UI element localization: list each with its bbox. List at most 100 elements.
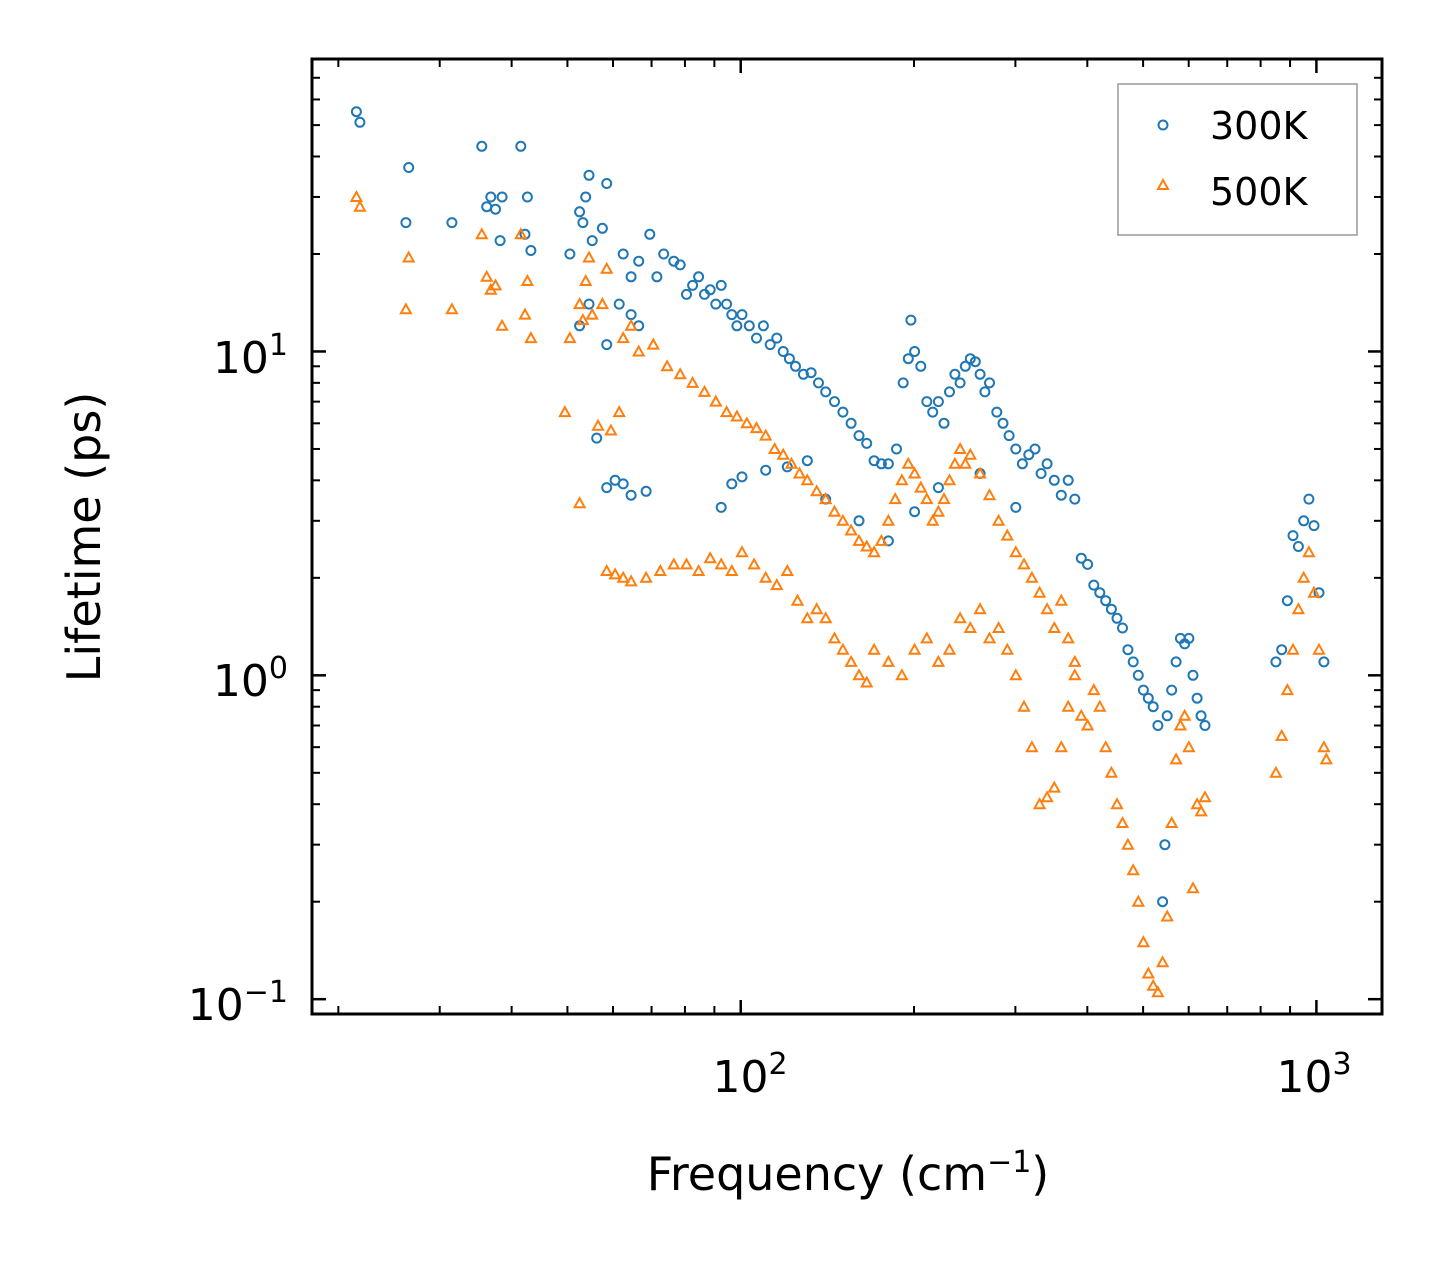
data-point-500k bbox=[524, 331, 538, 344]
data-point-500k bbox=[399, 302, 413, 315]
legend-marker-500k bbox=[1156, 177, 1170, 190]
data-point-500k bbox=[585, 307, 599, 320]
data-point-500k bbox=[1009, 668, 1023, 681]
data-point-500k bbox=[730, 409, 744, 422]
data-point-300k bbox=[625, 489, 637, 501]
data-point-300k bbox=[715, 501, 727, 513]
data-point-500k bbox=[819, 611, 833, 624]
data-point-300k bbox=[790, 360, 801, 372]
data-point-500k bbox=[1093, 699, 1107, 712]
data-point-300k bbox=[640, 485, 652, 497]
data-point-300k bbox=[591, 432, 603, 444]
data-point-500k bbox=[697, 384, 712, 397]
data-point-500k bbox=[1155, 955, 1170, 968]
data-point-500k bbox=[776, 447, 790, 460]
data-point-300k bbox=[1048, 474, 1060, 486]
data-point-300k bbox=[574, 206, 586, 218]
data-point-500k bbox=[1280, 683, 1295, 696]
data-point-500k bbox=[888, 492, 902, 505]
data-point-300k bbox=[715, 279, 727, 291]
data-point-500k bbox=[667, 557, 681, 570]
data-point-500k bbox=[679, 557, 694, 570]
data-point-300k bbox=[801, 455, 813, 467]
data-point-300k bbox=[1003, 430, 1015, 442]
data-point-500k bbox=[579, 273, 593, 286]
data-point-500k bbox=[1141, 966, 1155, 979]
data-point-300k bbox=[613, 298, 625, 310]
data-point-500k bbox=[836, 513, 850, 526]
data-point-300k bbox=[1303, 493, 1315, 505]
data-point-500k bbox=[1178, 708, 1192, 721]
x-tick-label-100: 102 bbox=[712, 1047, 787, 1103]
data-point-300k bbox=[1270, 656, 1282, 668]
data-point-300k bbox=[583, 298, 595, 310]
data-point-500k bbox=[1047, 620, 1061, 633]
data-point-300k bbox=[1132, 669, 1144, 681]
data-point-500k bbox=[780, 563, 794, 576]
data-point-500k bbox=[604, 423, 618, 436]
data-point-300k bbox=[354, 116, 366, 128]
data-point-500k bbox=[767, 441, 782, 454]
data-point-500k bbox=[582, 250, 596, 263]
data-point-300k bbox=[853, 430, 865, 442]
data-point-300k bbox=[583, 169, 595, 181]
data-point-500k bbox=[1275, 728, 1289, 741]
data-point-300k bbox=[446, 217, 458, 229]
data-point-300k bbox=[974, 368, 986, 380]
data-point-300k bbox=[731, 320, 743, 332]
data-point-500k bbox=[1040, 790, 1054, 803]
legend-label-500k: 500K bbox=[1210, 170, 1309, 214]
data-point-500k bbox=[1099, 740, 1113, 753]
data-point-500k bbox=[800, 611, 814, 624]
data-point-500k bbox=[1194, 804, 1208, 817]
series-500k-points bbox=[349, 189, 1333, 998]
data-point-300k bbox=[515, 140, 527, 152]
data-point-500k bbox=[1032, 585, 1047, 598]
data-point-300k bbox=[1152, 720, 1164, 731]
data-point-500k bbox=[349, 189, 364, 202]
data-point-500k bbox=[1080, 718, 1095, 731]
data-point-300k bbox=[915, 360, 927, 372]
data-point-500k bbox=[895, 473, 909, 486]
data-point-500k bbox=[488, 278, 503, 291]
data-point-300k bbox=[1292, 541, 1304, 552]
data-point-300k bbox=[1287, 530, 1299, 542]
data-point-500k bbox=[1068, 668, 1082, 681]
data-point-300k bbox=[736, 471, 748, 483]
data-point-500k bbox=[867, 642, 881, 655]
data-point-500k bbox=[1054, 740, 1068, 753]
data-point-300k bbox=[932, 482, 944, 494]
data-point-500k bbox=[1173, 718, 1188, 731]
data-point-500k bbox=[1017, 557, 1031, 570]
data-point-300k bbox=[805, 367, 817, 379]
data-point-500k bbox=[852, 668, 866, 681]
data-point-500k bbox=[1297, 570, 1311, 583]
data-point-300k bbox=[1318, 656, 1330, 668]
data-point-500k bbox=[982, 488, 997, 501]
data-point-500k bbox=[991, 620, 1006, 633]
data-point-500k bbox=[982, 631, 997, 644]
data-point-500k bbox=[703, 551, 717, 564]
data-point-300k bbox=[1069, 493, 1081, 505]
data-point-300k bbox=[350, 106, 362, 118]
data-point-300k bbox=[743, 320, 755, 332]
data-point-500k bbox=[881, 654, 896, 667]
data-point-500k bbox=[1025, 740, 1039, 753]
data-point-300k bbox=[1082, 558, 1094, 570]
data-point-500k bbox=[958, 456, 972, 469]
data-point-300k bbox=[1276, 644, 1288, 656]
data-point-500k bbox=[1068, 654, 1082, 667]
data-point-300k bbox=[944, 386, 955, 398]
data-point-300k bbox=[1191, 692, 1203, 704]
data-point-500k bbox=[874, 533, 889, 546]
data-point-300k bbox=[1094, 587, 1106, 599]
data-point-500k bbox=[1319, 752, 1333, 765]
data-point-300k bbox=[853, 515, 865, 527]
data-point-300k bbox=[704, 284, 716, 296]
data-point-300k bbox=[954, 377, 966, 389]
data-point-300k bbox=[1010, 501, 1022, 513]
data-point-300k bbox=[601, 339, 613, 351]
data-point-500k bbox=[518, 307, 532, 320]
data-point-500k bbox=[973, 602, 987, 615]
